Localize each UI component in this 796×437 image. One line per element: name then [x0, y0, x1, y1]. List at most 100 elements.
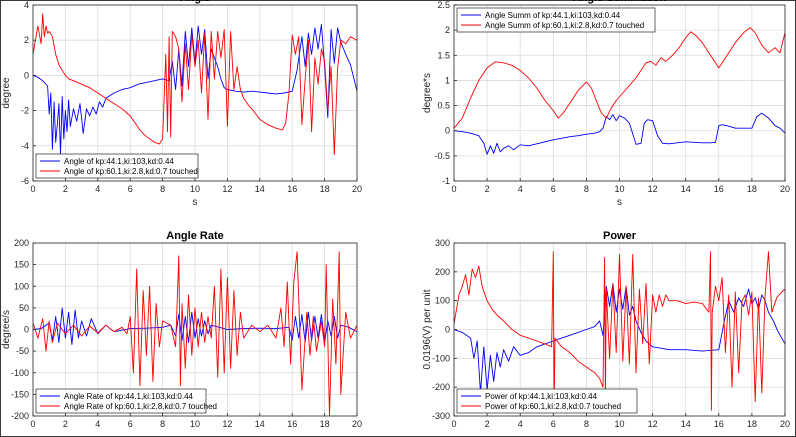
series-line-1: [454, 282, 785, 394]
legend-box: [35, 153, 199, 179]
x-tick-label: 2: [485, 419, 490, 429]
series-line-1: [33, 23, 357, 156]
y-tick-label: 150: [14, 260, 29, 270]
y-tick-label: -200: [11, 411, 29, 421]
x-tick-label: 8: [584, 419, 589, 429]
chart-1: 0 2 4 6 8 10 12 14 16 18 20 -6 -4 -2 0 2 4 Angle s degree An…: [1, 0, 362, 208]
y-tick-label: -2: [21, 106, 29, 116]
y-tick-label: -1: [442, 176, 450, 186]
y-tick-label: 2.5: [437, 0, 450, 10]
y-axis-label: degree/s: [1, 310, 12, 349]
x-tick-label: 10: [614, 184, 624, 194]
y-tick-label: -150: [11, 389, 29, 399]
y-tick-label: 1.5: [437, 50, 450, 60]
x-axis-label: s: [193, 197, 198, 208]
y-tick-label: -50: [16, 346, 29, 356]
x-tick-label: 14: [681, 184, 691, 194]
x-axis-label: s: [617, 197, 622, 208]
y-tick-label: -200: [432, 382, 450, 392]
series-line-2: [33, 13, 357, 156]
y-tick-label: 1: [445, 75, 450, 85]
series-line-2: [454, 251, 785, 411]
x-tick-label: 2: [63, 419, 68, 429]
y-tick-label: 0.5: [437, 101, 450, 111]
y-tick-label: 0: [445, 325, 450, 335]
legend-entry: Angle Rate of kp:60.1,ki:2.8,kd:0.7 touc…: [64, 402, 217, 411]
legend-entry: Angle Rate of kp:44.1,ki:103,kd:0.44: [64, 392, 194, 401]
x-tick-label: 18: [320, 419, 330, 429]
y-tick-label: 50: [19, 303, 29, 313]
x-tick-label: 16: [714, 184, 724, 194]
x-tick-label: 8: [584, 184, 589, 194]
x-tick-label: 6: [128, 419, 133, 429]
x-tick-label: 20: [352, 184, 362, 194]
x-tick-label: 2: [485, 184, 490, 194]
y-axis-label: degree*s: [422, 73, 433, 113]
x-tick-label: 20: [780, 184, 790, 194]
y-tick-label: -6: [21, 176, 29, 186]
legend-box: [35, 388, 207, 414]
legend: Angle Summ of kp:44.1,ki:103,kd:0.44Angl…: [456, 7, 656, 33]
x-tick-label: 4: [95, 419, 100, 429]
chart-3: 0 2 4 6 8 10 12 14 16 18 20 -200 -150 -100 -50 0 50 100 15…: [1, 230, 362, 429]
chart-title: Angle: [180, 0, 211, 4]
x-tick-label: 4: [518, 184, 523, 194]
x-tick-label: 6: [551, 184, 556, 194]
series-line-2: [454, 27, 785, 129]
x-tick-label: 18: [747, 419, 757, 429]
y-tick-label: 100: [14, 281, 29, 291]
x-tick-label: 18: [320, 184, 330, 194]
x-tick-label: 6: [128, 184, 133, 194]
legend-box: [456, 7, 656, 33]
x-tick-label: 0: [30, 419, 35, 429]
x-tick-label: 2: [63, 184, 68, 194]
x-tick-label: 0: [451, 184, 456, 194]
x-tick-label: 20: [352, 419, 362, 429]
y-tick-label: -300: [432, 411, 450, 421]
x-tick-label: 10: [190, 184, 200, 194]
x-tick-label: 4: [518, 419, 523, 429]
y-tick-label: 0: [24, 70, 29, 80]
legend-entry: Angle Summ of kp:44.1,ki:103,kd:0.44: [485, 11, 621, 20]
y-tick-label: -100: [432, 353, 450, 363]
x-tick-label: 8: [160, 419, 165, 429]
y-tick-label: 200: [435, 267, 450, 277]
y-tick-label: 2: [445, 25, 450, 35]
chart-title: Power: [603, 230, 637, 242]
x-tick-label: 12: [222, 184, 232, 194]
x-tick-label: 20: [780, 419, 790, 429]
x-tick-label: 16: [287, 184, 297, 194]
x-tick-label: 6: [551, 419, 556, 429]
x-tick-label: 14: [681, 419, 691, 429]
legend-entry: Power of kp:44.1,ki:103,kd:0.44: [485, 392, 598, 401]
x-tick-label: 18: [747, 184, 757, 194]
chart-title: Angle Rate: [166, 230, 223, 242]
legend-entry: Angle of kp:60.1,ki:2.8,kd:0.7 touched: [64, 167, 198, 176]
legend-entry: Power of kp:60.1,ki:2.8,kd:0.7 touched: [485, 402, 621, 411]
x-tick-label: 0: [451, 419, 456, 429]
y-tick-label: -0.5: [434, 151, 450, 161]
x-tick-label: 4: [95, 184, 100, 194]
x-tick-label: 12: [648, 184, 658, 194]
x-tick-label: 10: [190, 419, 200, 429]
chart-4: 0 2 4 6 8 10 12 14 16 18 20 -300 -200 -100 0 100 200 300 P…: [422, 230, 790, 429]
x-tick-label: 16: [287, 419, 297, 429]
x-tick-label: 12: [648, 419, 658, 429]
y-tick-label: -100: [11, 368, 29, 378]
x-tick-label: 10: [614, 419, 624, 429]
series-line-1: [454, 112, 785, 155]
chart-2: 0 2 4 6 8 10 12 14 16 18 20 -1 -0.5 0 0.5 1 1.5 2 2.5 Angle…: [422, 0, 790, 208]
y-axis-label: 0.0196(V) per unit: [422, 289, 433, 369]
y-tick-label: 300: [435, 238, 450, 248]
chart-title: Angle Summation: [573, 0, 667, 4]
legend: Angle Rate of kp:44.1,ki:103,kd:0.44Angl…: [35, 388, 217, 414]
legend-entry: Angle Summ of kp:60.1,ki:2.8,kd:0.7 touc…: [485, 21, 644, 30]
x-tick-label: 0: [30, 184, 35, 194]
y-tick-label: -4: [21, 141, 29, 151]
y-tick-label: 200: [14, 238, 29, 248]
y-tick-label: 0: [24, 325, 29, 335]
series-line-2: [33, 251, 357, 416]
